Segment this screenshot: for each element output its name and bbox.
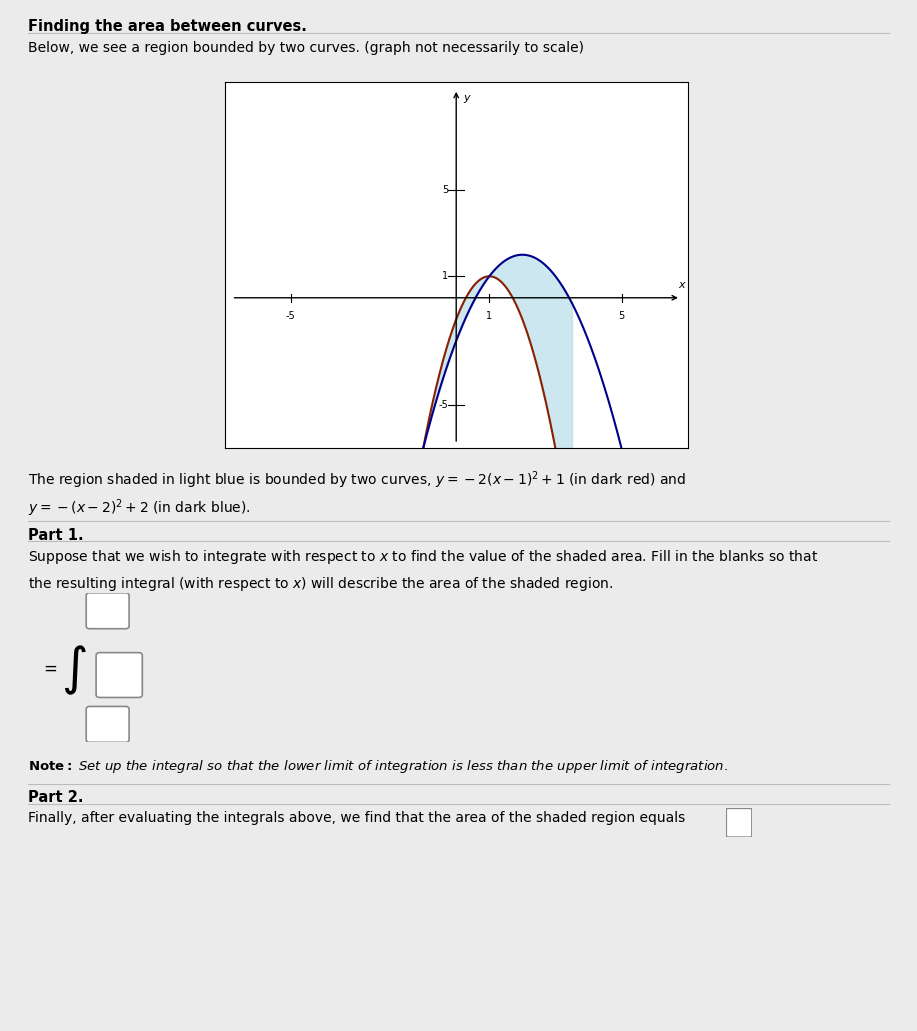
Text: $\int$: $\int$ — [61, 643, 87, 697]
FancyBboxPatch shape — [96, 653, 142, 697]
Text: -5: -5 — [438, 400, 447, 410]
Text: x: x — [678, 280, 684, 291]
Text: Part 2.: Part 2. — [28, 790, 83, 805]
Text: Suppose that we wish to integrate with respect to $x$ to find the value of the s: Suppose that we wish to integrate with r… — [28, 548, 818, 566]
FancyBboxPatch shape — [726, 808, 752, 837]
Text: 1: 1 — [442, 271, 447, 281]
FancyBboxPatch shape — [86, 593, 129, 629]
Text: Finally, after evaluating the integrals above, we find that the area of the shad: Finally, after evaluating the integrals … — [28, 811, 685, 826]
Text: -5: -5 — [286, 310, 295, 321]
Text: Finding the area between curves.: Finding the area between curves. — [28, 19, 306, 34]
Text: y: y — [463, 93, 470, 103]
Text: 1: 1 — [486, 310, 492, 321]
Text: $y = -(x-2)^2+2$ (in dark blue).: $y = -(x-2)^2+2$ (in dark blue). — [28, 497, 250, 519]
FancyBboxPatch shape — [86, 706, 129, 742]
Text: $\mathbf{Note:}$ $\mathit{Set\ up\ the\ integral\ so\ that\ the\ lower\ limit\ o: $\mathbf{Note:}$ $\mathit{Set\ up\ the\ … — [28, 758, 727, 774]
Text: $=$: $=$ — [40, 659, 58, 676]
Text: 5: 5 — [442, 186, 447, 195]
Text: Below, we see a region bounded by two curves. (graph not necessarily to scale): Below, we see a region bounded by two cu… — [28, 41, 583, 56]
Text: The region shaded in light blue is bounded by two curves, $y = -2(x-1)^2+1$ (in : The region shaded in light blue is bound… — [28, 469, 686, 491]
Text: Part 1.: Part 1. — [28, 528, 83, 543]
Text: the resulting integral (with respect to $x$) will describe the area of the shade: the resulting integral (with respect to … — [28, 575, 613, 593]
Text: 5: 5 — [618, 310, 624, 321]
